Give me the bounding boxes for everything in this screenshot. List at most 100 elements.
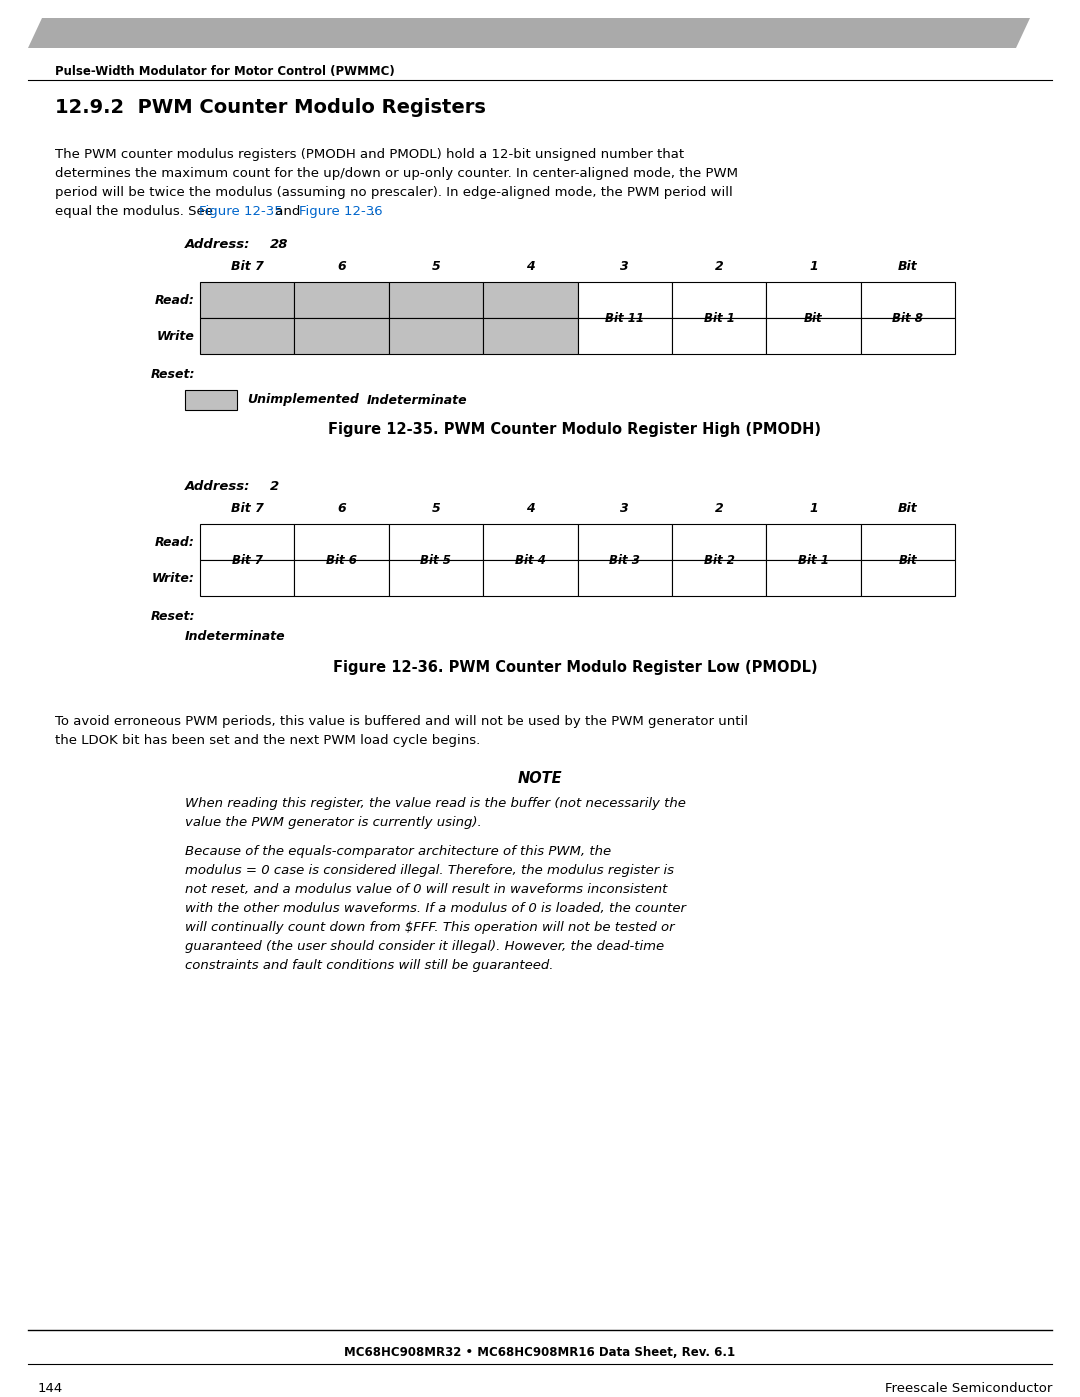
Text: 5: 5 (432, 502, 441, 515)
Text: Reset:: Reset: (150, 367, 195, 381)
Text: 6: 6 (337, 502, 346, 515)
Bar (766, 282, 861, 319)
Bar (766, 560, 861, 597)
Text: guaranteed (the user should consider it illegal). However, the dead-time: guaranteed (the user should consider it … (185, 940, 664, 953)
Text: Freescale Semiconductor: Freescale Semiconductor (885, 1382, 1052, 1396)
Text: Indeterminate: Indeterminate (367, 394, 468, 407)
Text: Bit: Bit (897, 260, 918, 272)
Text: Bit 6: Bit 6 (326, 553, 357, 567)
Text: Address:: Address: (185, 481, 251, 493)
Text: Bit 3: Bit 3 (609, 553, 640, 567)
Text: Bit 5: Bit 5 (420, 553, 451, 567)
Bar (672, 524, 766, 560)
Text: Indeterminate: Indeterminate (185, 630, 285, 643)
Text: Write: Write (157, 330, 195, 342)
Text: Figure 12-36. PWM Counter Modulo Register Low (PMODL): Figure 12-36. PWM Counter Modulo Registe… (333, 659, 818, 675)
Text: equal the modulus. See: equal the modulus. See (55, 205, 217, 218)
Text: 3: 3 (620, 502, 629, 515)
Text: To avoid erroneous PWM periods, this value is buffered and will not be used by t: To avoid erroneous PWM periods, this val… (55, 715, 748, 728)
Bar (578, 282, 672, 319)
Text: The PWM counter modulus registers (PMODH and PMODL) hold a 12-bit unsigned numbe: The PWM counter modulus registers (PMODH… (55, 148, 684, 161)
Text: determines the maximum count for the up/down or up-only counter. In center-align: determines the maximum count for the up/… (55, 168, 738, 180)
Text: and: and (271, 205, 305, 218)
Text: 4: 4 (526, 502, 535, 515)
Text: Figure 12-35. PWM Counter Modulo Register High (PMODH): Figure 12-35. PWM Counter Modulo Registe… (328, 422, 822, 437)
Text: 4: 4 (526, 260, 535, 272)
Text: Address:: Address: (185, 237, 251, 251)
Bar (389, 524, 483, 560)
Text: 1: 1 (809, 502, 818, 515)
Text: Bit 7: Bit 7 (232, 553, 262, 567)
Bar (200, 282, 295, 319)
Text: MC68HC908MR32 • MC68HC908MR16 Data Sheet, Rev. 6.1: MC68HC908MR32 • MC68HC908MR16 Data Sheet… (345, 1345, 735, 1359)
Bar (766, 524, 861, 560)
Text: Pulse-Width Modulator for Motor Control (PWMMC): Pulse-Width Modulator for Motor Control … (55, 66, 395, 78)
Text: Bit 7: Bit 7 (231, 502, 264, 515)
Text: Bit 2: Bit 2 (704, 553, 734, 567)
Text: with the other modulus waveforms. If a modulus of 0 is loaded, the counter: with the other modulus waveforms. If a m… (185, 902, 686, 915)
Text: will continually count down from $FFF. This operation will not be tested or: will continually count down from $FFF. T… (185, 921, 675, 935)
Bar (295, 282, 389, 319)
Text: Because of the equals-comparator architecture of this PWM, the: Because of the equals-comparator archite… (185, 845, 611, 858)
Text: When reading this register, the value read is the buffer (not necessarily the: When reading this register, the value re… (185, 798, 686, 810)
Text: .: . (372, 205, 375, 218)
Text: modulus = 0 case is considered illegal. Therefore, the modulus register is: modulus = 0 case is considered illegal. … (185, 863, 674, 877)
Text: 144: 144 (38, 1382, 64, 1396)
Text: Bit: Bit (897, 502, 918, 515)
Text: NOTE: NOTE (517, 771, 563, 787)
Text: 2: 2 (715, 260, 724, 272)
Bar (389, 282, 483, 319)
Bar (200, 319, 295, 353)
Text: Bit 7: Bit 7 (231, 260, 264, 272)
Text: period will be twice the modulus (assuming no prescaler). In edge-aligned mode, : period will be twice the modulus (assumi… (55, 186, 732, 198)
Bar (483, 560, 578, 597)
Text: Figure 12-35: Figure 12-35 (199, 205, 283, 218)
Bar (295, 560, 389, 597)
Bar (483, 282, 578, 319)
Text: constraints and fault conditions will still be guaranteed.: constraints and fault conditions will st… (185, 958, 554, 972)
Bar (578, 560, 672, 597)
Text: 1: 1 (809, 260, 818, 272)
Text: 5: 5 (432, 260, 441, 272)
Bar (672, 560, 766, 597)
Text: Unimplemented: Unimplemented (247, 394, 359, 407)
Text: Bit: Bit (805, 312, 823, 324)
Bar (295, 319, 389, 353)
Bar (672, 282, 766, 319)
Text: value the PWM generator is currently using).: value the PWM generator is currently usi… (185, 816, 482, 828)
Bar (766, 319, 861, 353)
Text: Bit 8: Bit 8 (892, 312, 923, 324)
Text: Bit 11: Bit 11 (605, 312, 644, 324)
Bar (389, 319, 483, 353)
Bar (578, 524, 672, 560)
Text: Bit 1: Bit 1 (704, 312, 734, 324)
Text: Bit 1: Bit 1 (798, 553, 828, 567)
Text: not reset, and a modulus value of 0 will result in waveforms inconsistent: not reset, and a modulus value of 0 will… (185, 883, 667, 895)
Bar (861, 560, 955, 597)
Bar (672, 319, 766, 353)
Polygon shape (28, 18, 1030, 47)
Text: Read:: Read: (156, 535, 195, 549)
Bar (185, 390, 237, 409)
Bar (578, 319, 672, 353)
Text: Bit: Bit (899, 553, 917, 567)
Text: 3: 3 (620, 260, 629, 272)
Bar (200, 560, 295, 597)
Text: 2: 2 (270, 481, 280, 493)
Text: 6: 6 (337, 260, 346, 272)
Bar (861, 319, 955, 353)
Text: the LDOK bit has been set and the next PWM load cycle begins.: the LDOK bit has been set and the next P… (55, 733, 481, 747)
Text: Read:: Read: (156, 293, 195, 306)
Text: Write:: Write: (152, 571, 195, 584)
Bar (295, 524, 389, 560)
Text: 12.9.2  PWM Counter Modulo Registers: 12.9.2 PWM Counter Modulo Registers (55, 98, 486, 117)
Text: Figure 12-36: Figure 12-36 (299, 205, 382, 218)
Text: 2: 2 (715, 502, 724, 515)
Bar (389, 560, 483, 597)
Bar (861, 524, 955, 560)
Text: 28: 28 (270, 237, 288, 251)
Text: Bit 4: Bit 4 (515, 553, 545, 567)
Bar (200, 524, 295, 560)
Bar (483, 524, 578, 560)
Text: Reset:: Reset: (150, 610, 195, 623)
